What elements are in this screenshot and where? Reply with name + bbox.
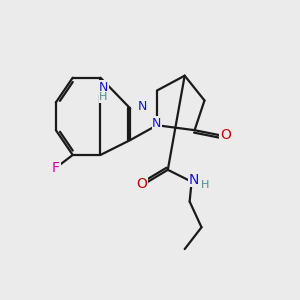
Text: H: H <box>201 180 210 190</box>
Text: N: N <box>99 81 108 94</box>
Text: N: N <box>137 100 147 113</box>
Text: O: O <box>220 128 231 142</box>
Text: F: F <box>52 161 60 175</box>
Text: O: O <box>136 177 148 191</box>
Text: H: H <box>99 92 108 103</box>
Text: N: N <box>152 117 162 130</box>
Text: N: N <box>188 173 199 187</box>
